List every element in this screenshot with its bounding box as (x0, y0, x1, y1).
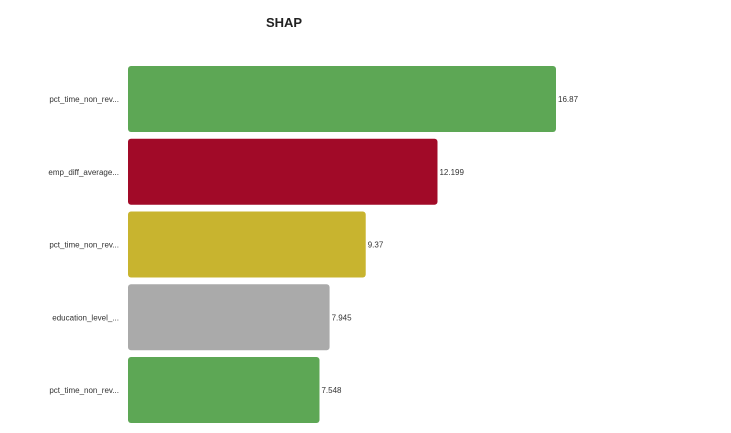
bar-2[interactable] (128, 138, 438, 205)
value-labels: 16.87 12.199 9.37 7.945 7.548 (321, 95, 578, 395)
bar-1[interactable] (128, 66, 556, 132)
bar-5[interactable] (128, 357, 320, 423)
value-label-5: 7.548 (321, 386, 342, 395)
category-label-2: emp_diff_average... (48, 168, 119, 177)
value-label-4: 7.945 (332, 313, 353, 322)
value-label-2: 12.199 (439, 168, 464, 177)
chart-title: SHAP (266, 15, 302, 30)
value-label-1: 16.87 (558, 95, 579, 104)
bars-layer (128, 66, 556, 423)
category-label-3: pct_time_non_rev... (49, 241, 119, 250)
category-tick-labels: pct_time_non_rev...emp_diff_average...pc… (48, 95, 119, 395)
bar-4[interactable] (128, 284, 330, 351)
category-label-1: pct_time_non_rev... (49, 95, 119, 104)
category-label-4: education_level_... (52, 313, 119, 322)
category-label-5: pct_time_non_rev... (49, 386, 119, 395)
value-label-3: 9.37 (368, 241, 384, 250)
bar-3[interactable] (128, 211, 366, 278)
